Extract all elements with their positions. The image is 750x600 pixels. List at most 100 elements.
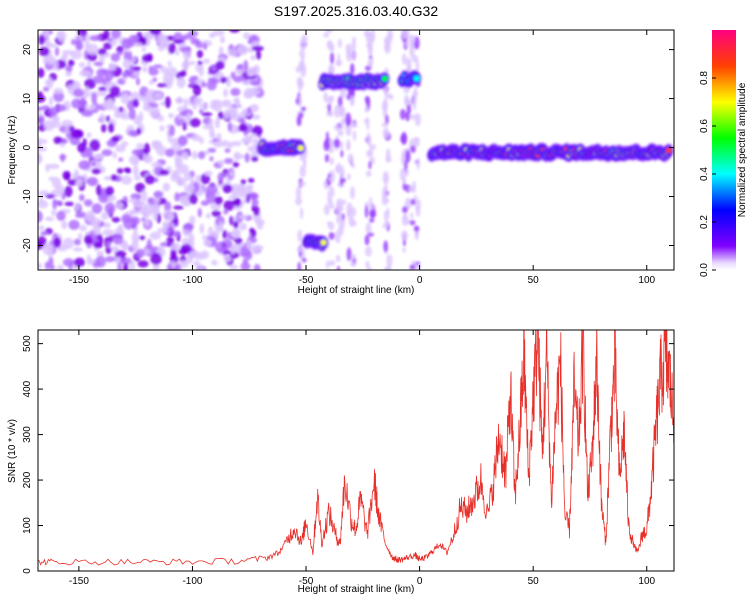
spectrogram-noise-blob xyxy=(149,30,162,36)
spectrogram-noise-blob xyxy=(346,247,352,261)
spectrogram-noise-blob xyxy=(242,71,248,78)
spectrogram-noise-blob xyxy=(127,129,137,137)
spectrogram-noise-blob xyxy=(84,39,91,52)
spectrogram-noise-blob xyxy=(323,204,330,216)
spectrogram-noise-blob xyxy=(197,151,206,160)
spectrogram-noise-blob xyxy=(244,135,253,144)
colorbar-ticks: 0.0 0.2 0.4 0.6 0.8 xyxy=(699,71,716,277)
spectrogram-noise-blob xyxy=(138,36,147,43)
spectrogram-noise-blob xyxy=(203,238,213,247)
spectrogram-noise-blob xyxy=(103,30,110,40)
spectrogram-noise-blob xyxy=(299,153,304,161)
spectrogram-noise-blob xyxy=(402,247,407,253)
spectrogram-noise-blob xyxy=(64,185,73,198)
spectrogram-noise-blob xyxy=(344,112,352,127)
spectrogram-noise-blob xyxy=(38,111,42,118)
spectrogram-noise-blob xyxy=(195,174,202,184)
spectrogram-noise-blob xyxy=(200,250,210,260)
spectrogram-x-tick-label: -100 xyxy=(182,275,202,286)
spectrogram-noise-blob xyxy=(39,196,44,205)
spectrogram-noise-blob xyxy=(121,242,129,251)
spectrogram-noise-blob xyxy=(110,52,121,62)
snr-y-tick-label: 400 xyxy=(22,380,33,397)
spectrogram-noise-blob xyxy=(141,46,146,52)
spectrogram-noise-blob xyxy=(218,221,223,232)
spectrogram-noise-blob xyxy=(198,266,204,270)
spectrogram-noise-blob xyxy=(346,173,351,181)
spectrogram-noise-blob xyxy=(328,232,335,240)
spectrogram-noise-blob xyxy=(323,32,330,38)
spectrogram-noise-blob xyxy=(247,145,259,153)
spectrogram-noise-blob xyxy=(334,124,340,131)
spectrogram-noise-blob xyxy=(364,95,370,104)
spectrogram-noise-blob xyxy=(110,174,118,181)
spectrogram-noise-blob xyxy=(188,233,195,244)
spectrogram-noise-blob xyxy=(295,185,302,200)
spectrogram-noise-blob xyxy=(245,239,252,250)
spectrogram-noise-blob xyxy=(215,60,225,70)
spectrogram-noise-blob xyxy=(238,222,247,231)
spectrogram-noise-blob xyxy=(248,192,259,200)
spectrogram-noise-blob xyxy=(410,145,416,154)
spectrogram-noise-blob xyxy=(301,106,307,111)
colorbar: 0.0 0.2 0.4 0.6 0.8 Normalized spectral ampl… xyxy=(699,30,748,277)
spectrogram-noise-blob xyxy=(249,80,261,86)
spectrogram-noise-blob xyxy=(62,49,74,56)
spectrogram-noise-blob xyxy=(70,49,82,60)
spectrogram-noise-blob xyxy=(38,114,45,126)
spectrogram-noise-blob xyxy=(103,175,112,181)
spectrogram-noise-blob xyxy=(138,111,144,123)
spectrogram-noise-blob xyxy=(162,182,171,192)
spectrogram-noise-blob xyxy=(251,244,261,255)
spectrogram-noise-blob xyxy=(72,247,83,252)
spectrogram-noise-blob xyxy=(253,263,261,270)
spectrogram-noise-blob xyxy=(327,173,332,178)
spectrogram-noise-blob xyxy=(250,55,257,61)
spectrogram-noise-blob xyxy=(148,102,159,108)
spectrogram-noise-blob xyxy=(197,60,203,66)
spectrogram-noise-blob xyxy=(248,88,260,96)
spectrogram-noise-blob xyxy=(333,104,341,118)
spectrogram-noise-blob xyxy=(146,238,152,251)
spectrogram-x-tick-label: -50 xyxy=(299,275,314,286)
spectrogram-noise-blob xyxy=(335,59,343,67)
spectrogram-noise-blob xyxy=(120,113,131,120)
spectrogram-noise-blob xyxy=(228,195,237,200)
spectrogram-noise-blob xyxy=(403,94,409,106)
spectrogram-noise-blob xyxy=(246,250,253,260)
spectrogram-noise-blob xyxy=(335,254,341,263)
spectrogram-noise-blob xyxy=(296,115,302,127)
spectrogram-y-label: Frequency (Hz) xyxy=(7,116,18,185)
spectrogram-noise-blob xyxy=(38,262,43,269)
spectrogram-noise-blob xyxy=(132,98,139,108)
spectrogram-noise-blob xyxy=(238,214,249,219)
spectrogram-noise-blob xyxy=(95,255,106,268)
spectrogram-noise-blob xyxy=(212,30,225,36)
spectrogram-noise-blob xyxy=(244,152,250,163)
spectrogram-noise-blob xyxy=(96,184,102,196)
spectrogram-noise-blob xyxy=(337,95,343,108)
spectrogram-noise-blob xyxy=(142,66,148,73)
spectrogram-noise-blob xyxy=(83,86,90,99)
spectrogram-noise-blob xyxy=(153,64,163,69)
spectrogram-noise-blob xyxy=(299,181,306,187)
spectrogram-noise-blob xyxy=(223,158,234,165)
spectrogram-noise-blob xyxy=(237,44,248,56)
spectrogram-noise-blob xyxy=(216,132,222,142)
spectrogram-noise-blob xyxy=(57,30,67,43)
spectrogram-noise-blob xyxy=(209,103,218,110)
spectrogram-noise-blob xyxy=(334,166,340,173)
spectrogram-noise-blob xyxy=(352,258,356,264)
spectrogram-noise-blob xyxy=(53,88,64,95)
spectrogram-noise-blob xyxy=(147,197,155,204)
spectrogram-noise-blob xyxy=(139,235,146,241)
spectrogram-noise-blob xyxy=(217,111,224,120)
spectrogram-noise-blob xyxy=(199,137,204,144)
spectrogram-noise-blob xyxy=(107,197,114,203)
spectrogram-noise-blob xyxy=(78,160,91,170)
spectrogram-noise-blob xyxy=(179,47,191,52)
spectrogram-noise-blob xyxy=(204,170,213,176)
spectrogram-noise-blob xyxy=(242,32,251,40)
spectrogram-noise-blob xyxy=(105,255,115,263)
spectrogram-noise-blob xyxy=(247,185,253,195)
